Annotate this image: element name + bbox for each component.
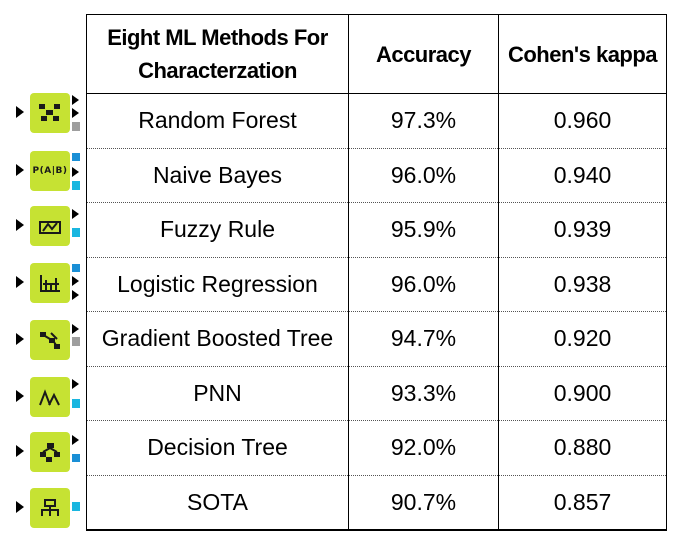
output-port-square-icon	[72, 502, 80, 511]
output-port-square-icon	[72, 454, 80, 462]
kappa-cell: 0.960	[498, 93, 667, 149]
input-port-arrow-icon	[16, 390, 24, 402]
accuracy-cell: 93.3%	[348, 365, 499, 421]
input-port-arrow-icon	[16, 276, 24, 288]
header-row: Eight ML Methods For Characterzation Acc…	[86, 14, 667, 94]
naive-bayes-glyph-icon: P(A|B)	[30, 151, 70, 191]
method-cell: PNN	[86, 365, 349, 421]
sota-node-icon	[8, 488, 88, 528]
pnn-glyph-icon	[30, 377, 70, 417]
input-port-arrow-icon	[16, 333, 24, 345]
method-column-header: Eight ML Methods For Characterzation	[86, 14, 349, 94]
sota-glyph-icon	[30, 488, 70, 528]
output-port-arrow-icon	[72, 324, 79, 334]
output-port-square-icon	[72, 122, 80, 131]
accuracy-cell: 96.0%	[348, 147, 499, 203]
kappa-cell: 0.938	[498, 256, 667, 312]
output-port-arrow-icon	[72, 108, 79, 118]
method-cell: Gradient Boosted Tree	[86, 311, 349, 367]
output-port-arrow-icon	[72, 290, 79, 300]
results-table: Eight ML Methods For Characterzation Acc…	[86, 14, 667, 531]
accuracy-cell: 90.7%	[348, 474, 499, 531]
output-port-square-icon	[72, 399, 80, 408]
fuzzy-rule-node-icon	[8, 206, 88, 246]
logistic-regression-node-icon	[8, 263, 88, 303]
accuracy-cell: 94.7%	[348, 311, 499, 367]
input-port-arrow-icon	[16, 106, 24, 118]
kappa-cell: 0.940	[498, 147, 667, 203]
table-row: Gradient Boosted Tree 94.7% 0.920	[86, 311, 667, 367]
method-cell: Logistic Regression	[86, 256, 349, 312]
decision-tree-glyph-icon	[30, 432, 70, 472]
output-port-square-icon	[72, 228, 80, 237]
accuracy-cell: 96.0%	[348, 256, 499, 312]
kappa-cell: 0.880	[498, 420, 667, 476]
method-cell: Random Forest	[86, 93, 349, 149]
method-cell: SOTA	[86, 474, 349, 531]
accuracy-cell: 92.0%	[348, 420, 499, 476]
kappa-cell: 0.939	[498, 202, 667, 258]
output-port-arrow-icon	[72, 209, 79, 219]
gradient-boosted-tree-glyph-icon	[30, 320, 70, 360]
table-row: Naive Bayes 96.0% 0.940	[86, 147, 667, 203]
input-port-arrow-icon	[16, 445, 24, 457]
accuracy-column-header: Accuracy	[348, 14, 499, 94]
table-row: Random Forest 97.3% 0.960	[86, 93, 667, 149]
output-port-square-icon	[72, 337, 80, 346]
method-cell: Fuzzy Rule	[86, 202, 349, 258]
output-port-square-icon	[72, 153, 80, 161]
table-row: Logistic Regression 96.0% 0.938	[86, 256, 667, 312]
naive-bayes-node-icon: P(A|B)	[8, 151, 88, 191]
output-port-square-icon	[72, 264, 80, 272]
output-port-arrow-icon	[72, 435, 79, 445]
method-cell: Naive Bayes	[86, 147, 349, 203]
kappa-cell: 0.920	[498, 311, 667, 367]
pnn-node-icon	[8, 377, 88, 417]
output-port-square-icon	[72, 181, 80, 190]
output-port-arrow-icon	[72, 167, 79, 177]
table-row: Fuzzy Rule 95.9% 0.939	[86, 202, 667, 258]
accuracy-cell: 95.9%	[348, 202, 499, 258]
output-port-arrow-icon	[72, 95, 79, 105]
decision-tree-node-icon	[8, 432, 88, 472]
output-port-arrow-icon	[72, 276, 79, 286]
input-port-arrow-icon	[16, 164, 24, 176]
kappa-cell: 0.857	[498, 474, 667, 531]
gradient-boosted-tree-node-icon	[8, 320, 88, 360]
random-forest-node-icon	[8, 93, 88, 133]
output-port-arrow-icon	[72, 379, 79, 389]
kappa-cell: 0.900	[498, 365, 667, 421]
table-row: SOTA 90.7% 0.857	[86, 474, 667, 531]
input-port-arrow-icon	[16, 219, 24, 231]
method-cell: Decision Tree	[86, 420, 349, 476]
accuracy-cell: 97.3%	[348, 93, 499, 149]
random-forest-glyph-icon	[30, 93, 70, 133]
table-row: PNN 93.3% 0.900	[86, 365, 667, 421]
input-port-arrow-icon	[16, 501, 24, 513]
fuzzy-rule-glyph-icon	[30, 206, 70, 246]
kappa-column-header: Cohen's kappa	[498, 14, 667, 94]
table-row: Decision Tree 92.0% 0.880	[86, 420, 667, 476]
logistic-regression-glyph-icon	[30, 263, 70, 303]
